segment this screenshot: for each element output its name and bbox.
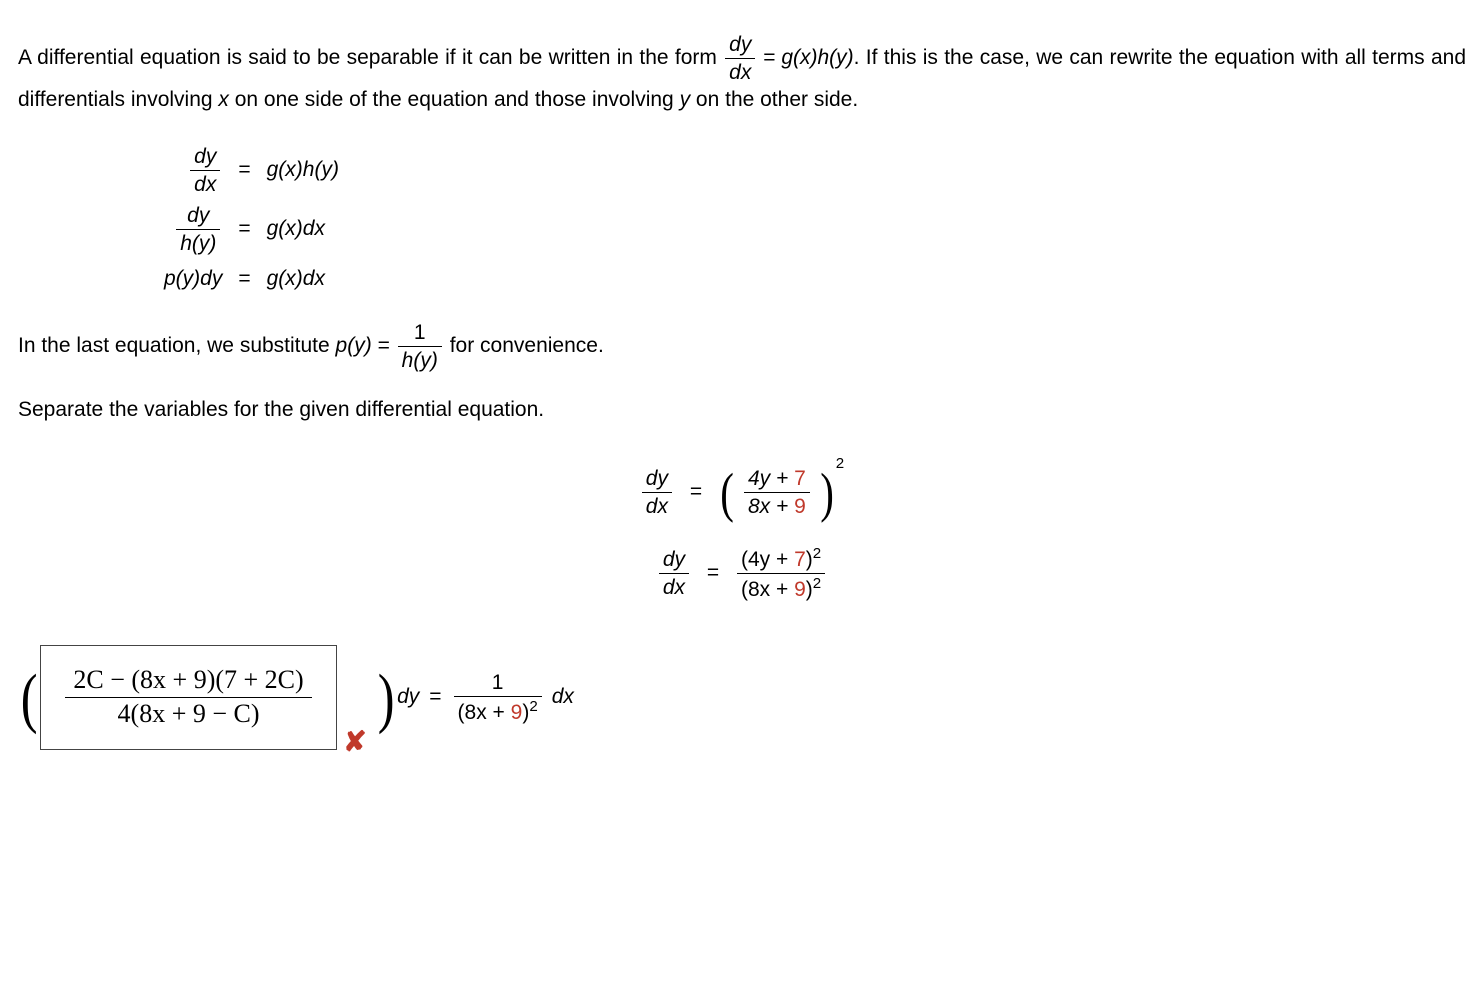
frac-dy-dx: dy dx — [725, 33, 755, 84]
incorrect-x-icon: ✘ — [343, 720, 366, 763]
problem-prompt: Separate the variables for the given dif… — [18, 394, 1466, 427]
var-x: x — [218, 88, 229, 111]
close-paren: ) — [377, 664, 394, 731]
dy-text: dy — [397, 681, 419, 714]
dx-text: dx — [552, 681, 574, 714]
derive-row-3: p(y)dy = g(x)dx — [158, 259, 345, 300]
intro-text-d: on the other side. — [690, 88, 858, 111]
intro-text-c: on one side of the equation and those in… — [229, 88, 680, 111]
intro-paragraph: A differential equation is said to be se… — [18, 33, 1466, 117]
answer-input-box[interactable]: 2C − (8x + 9)(7 + 2C) 4(8x + 9 − C) — [40, 645, 336, 749]
eq-sign: = — [763, 46, 781, 69]
var-y: y — [680, 88, 691, 111]
open-paren: ( — [21, 664, 38, 731]
rhs-gxhy: g(x)h(y) — [781, 46, 853, 69]
substitution-line: In the last equation, we substitute p(y)… — [18, 321, 1466, 372]
derive-row-2: dy h(y) = g(x)dx — [158, 200, 345, 259]
derivation-block: dy dx = g(x)h(y) dy h(y) = g(x)dx p(y)dy… — [158, 141, 1466, 300]
problem-eq-2: dy dx = (4y + 7)2 (8x + 9)2 — [18, 546, 1466, 601]
intro-text-a: A differential equation is said to be se… — [18, 46, 723, 69]
answer-row: ( 2C − (8x + 9)(7 + 2C) 4(8x + 9 − C) ✘ … — [18, 645, 1466, 749]
problem-eq-1: dy dx = ( 4y + 7 8x + 9 )2 — [18, 452, 1466, 520]
frac-1-hy: 1 h(y) — [398, 321, 442, 372]
derive-row-1: dy dx = g(x)h(y) — [158, 141, 345, 200]
